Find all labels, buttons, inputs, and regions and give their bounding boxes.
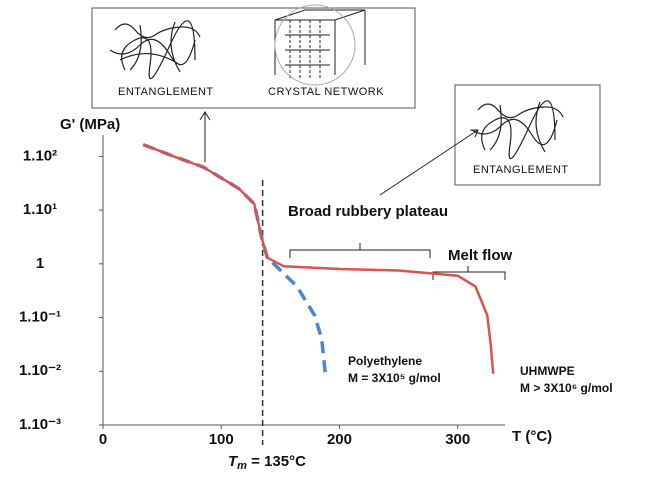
- series-line: [143, 145, 325, 374]
- series-label: M = 3X10⁵ g/mol: [348, 371, 441, 385]
- y-tick-label: 1.10⁻²: [19, 362, 61, 379]
- chart: ENTANGLEMENT CRYSTAL NETWORK ENTANGLEMEN…: [0, 0, 647, 477]
- annotation: Melt flow: [448, 247, 512, 264]
- x-axis-label: T (°C): [512, 428, 552, 445]
- series-name: UHMWPE: [520, 364, 575, 378]
- y-tick-label: 1: [36, 255, 44, 272]
- series-label: M > 3X10⁶ g/mol: [520, 381, 613, 395]
- series-line: [143, 145, 493, 374]
- x-tick-label: 100: [209, 431, 234, 448]
- inset-label: CRYSTAL NETWORK: [268, 86, 384, 98]
- inset-label: ENTANGLEMENT: [118, 86, 214, 98]
- y-tick-label: 1.10⁻¹: [19, 309, 61, 326]
- y-tick-label: 1.10²: [23, 147, 57, 164]
- y-axis-label: G' (MPa): [60, 116, 120, 133]
- y-tick-label: 1.10⁻³: [19, 416, 61, 433]
- melting-label: Tm = 135°C: [228, 453, 306, 472]
- inset-label: ENTANGLEMENT: [473, 164, 569, 176]
- y-tick-label: 1.10¹: [23, 201, 57, 218]
- melting-label-sub: m: [237, 460, 247, 472]
- x-tick-label: 200: [327, 431, 352, 448]
- series-name: Polyethylene: [348, 354, 422, 368]
- annotation: Broad rubbery plateau: [288, 203, 448, 220]
- x-tick-label: 0: [99, 431, 107, 448]
- x-tick-label: 300: [445, 431, 470, 448]
- melting-label-text: = 135°C: [247, 453, 306, 470]
